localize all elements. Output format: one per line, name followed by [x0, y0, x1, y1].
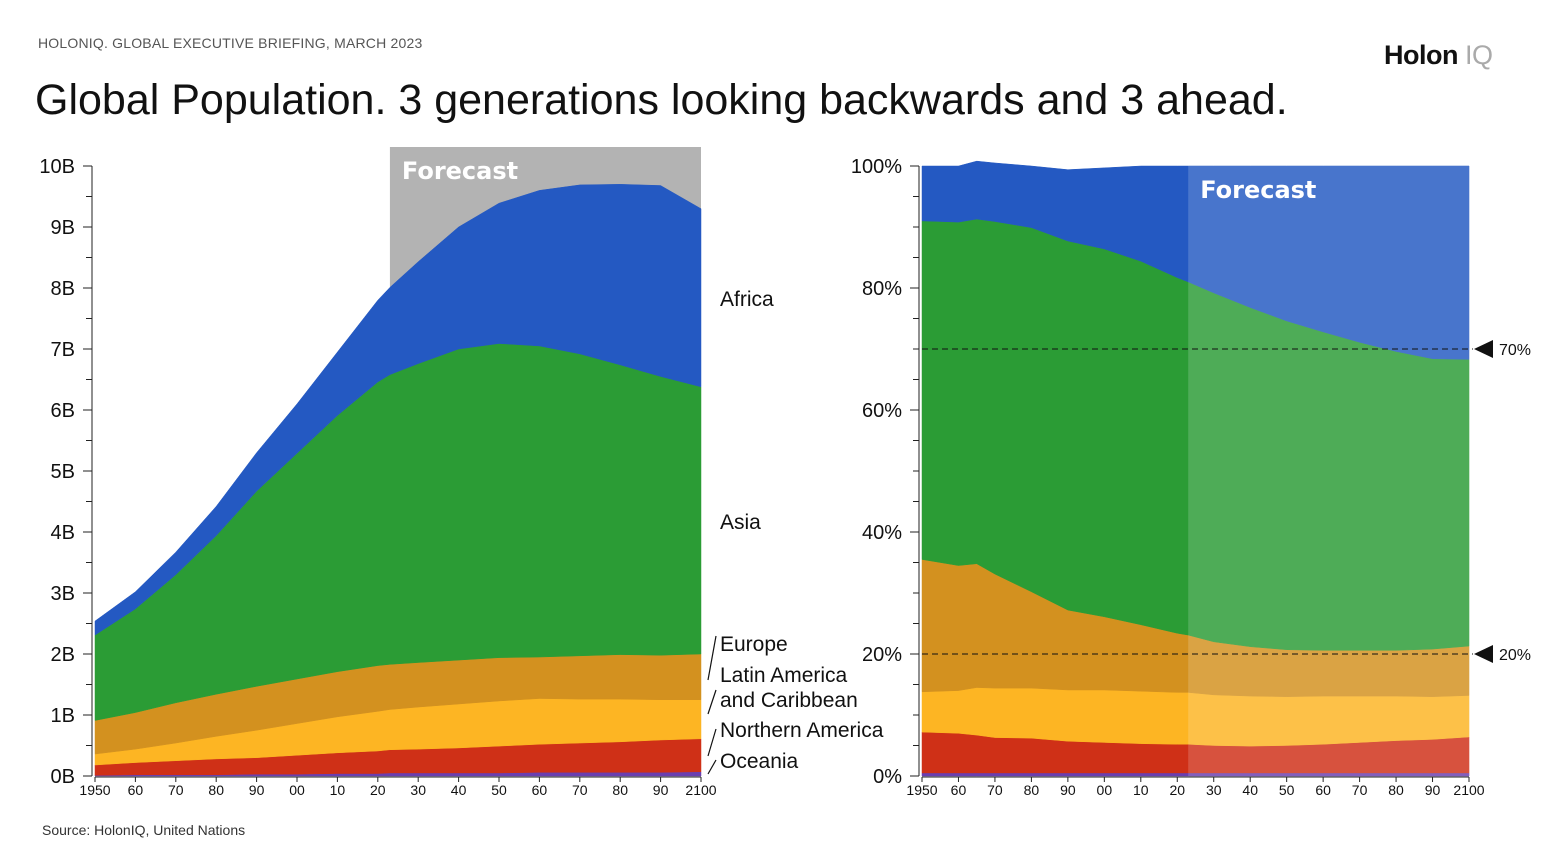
- x-tick-label: 80: [1024, 782, 1040, 798]
- x-tick-label: 1950: [906, 782, 937, 798]
- label-leader-line: [707, 728, 717, 757]
- holoniq-logo: Holon IQ: [1384, 40, 1493, 71]
- y-tick-label: 8B: [51, 278, 75, 300]
- x-tick-label: 40: [451, 782, 467, 798]
- area-africa-share: [921, 160, 1470, 360]
- logo-text-main: Holon: [1384, 40, 1458, 70]
- x-tick-label: 00: [1097, 782, 1113, 798]
- x-tick-label: 60: [1315, 782, 1331, 798]
- x-tick-label: 00: [289, 782, 305, 798]
- series-label-asia: Asia: [720, 511, 761, 534]
- x-tick-label: 90: [249, 782, 265, 798]
- y-tick-label: 1B: [51, 705, 75, 727]
- y-tick-label: 10B: [39, 156, 75, 178]
- label-leader-line: [707, 689, 717, 715]
- briefing-kicker: HOLONIQ. GLOBAL EXECUTIVE BRIEFING, MARC…: [38, 35, 423, 51]
- y-tick-label: 20%: [862, 644, 902, 666]
- y-tick-label: 3B: [51, 583, 75, 605]
- x-tick-label: 80: [1388, 782, 1404, 798]
- series-label-latin-america: Latin America and Caribbean: [720, 664, 858, 712]
- y-tick-label: 40%: [862, 522, 902, 544]
- x-tick-label: 60: [951, 782, 967, 798]
- series-label-line: and Caribbean: [720, 689, 858, 712]
- x-tick-label: 90: [1425, 782, 1441, 798]
- forecast-label-right: Forecast: [1200, 176, 1316, 204]
- x-tick-label: 50: [491, 782, 507, 798]
- forecast-overlay-right: [1188, 166, 1469, 776]
- page-title: Global Population. 3 generations looking…: [35, 76, 1288, 124]
- x-tick-label: 2100: [1453, 782, 1484, 798]
- label-leader-line: [707, 635, 717, 681]
- series-label-northern-america: Northern America: [720, 719, 884, 742]
- x-tick-label: 70: [1352, 782, 1368, 798]
- x-tick-label: 60: [128, 782, 144, 798]
- x-tick-label: 70: [572, 782, 588, 798]
- label-leader-line: [707, 759, 717, 775]
- x-tick-label: 30: [410, 782, 426, 798]
- x-tick-label: 10: [1133, 782, 1149, 798]
- x-tick-label: 90: [1060, 782, 1076, 798]
- y-tick-label: 5B: [51, 461, 75, 483]
- x-tick-label: 50: [1279, 782, 1295, 798]
- y-tick-label: 80%: [862, 278, 902, 300]
- x-tick-label: 20: [370, 782, 386, 798]
- x-tick-label: 2100: [685, 782, 716, 798]
- series-label-africa: Africa: [720, 288, 774, 311]
- reference-label-20: 20%: [1499, 647, 1531, 664]
- x-tick-label: 70: [987, 782, 1003, 798]
- x-tick-label: 40: [1242, 782, 1258, 798]
- x-tick-label: 30: [1206, 782, 1222, 798]
- area-africa-absolute: [94, 184, 702, 636]
- reference-label-70: 70%: [1499, 342, 1531, 359]
- x-tick-label: 90: [653, 782, 669, 798]
- series-label-oceania: Oceania: [720, 750, 799, 773]
- x-tick-label: 1950: [79, 782, 110, 798]
- series-label-line: Latin America: [720, 664, 848, 687]
- x-tick-label: 80: [612, 782, 628, 798]
- x-tick-label: 80: [208, 782, 224, 798]
- y-tick-label: 6B: [51, 400, 75, 422]
- y-tick-label: 60%: [862, 400, 902, 422]
- y-tick-label: 2B: [51, 644, 75, 666]
- x-tick-label: 10: [330, 782, 346, 798]
- source-note: Source: HolonIQ, United Nations: [42, 822, 246, 838]
- x-tick-label: 70: [168, 782, 184, 798]
- series-label-europe: Europe: [720, 633, 788, 656]
- y-tick-label: 0%: [873, 766, 902, 788]
- x-tick-label: 60: [532, 782, 548, 798]
- reference-arrow-icon: [1474, 645, 1493, 663]
- y-tick-label: 4B: [51, 522, 75, 544]
- y-tick-label: 0B: [51, 766, 75, 788]
- y-tick-label: 7B: [51, 339, 75, 361]
- forecast-label-left: Forecast: [402, 157, 518, 185]
- logo-text-suffix: IQ: [1465, 40, 1493, 70]
- y-tick-label: 100%: [851, 156, 902, 178]
- y-tick-label: 9B: [51, 217, 75, 239]
- x-tick-label: 20: [1169, 782, 1185, 798]
- reference-arrow-icon: [1474, 340, 1493, 358]
